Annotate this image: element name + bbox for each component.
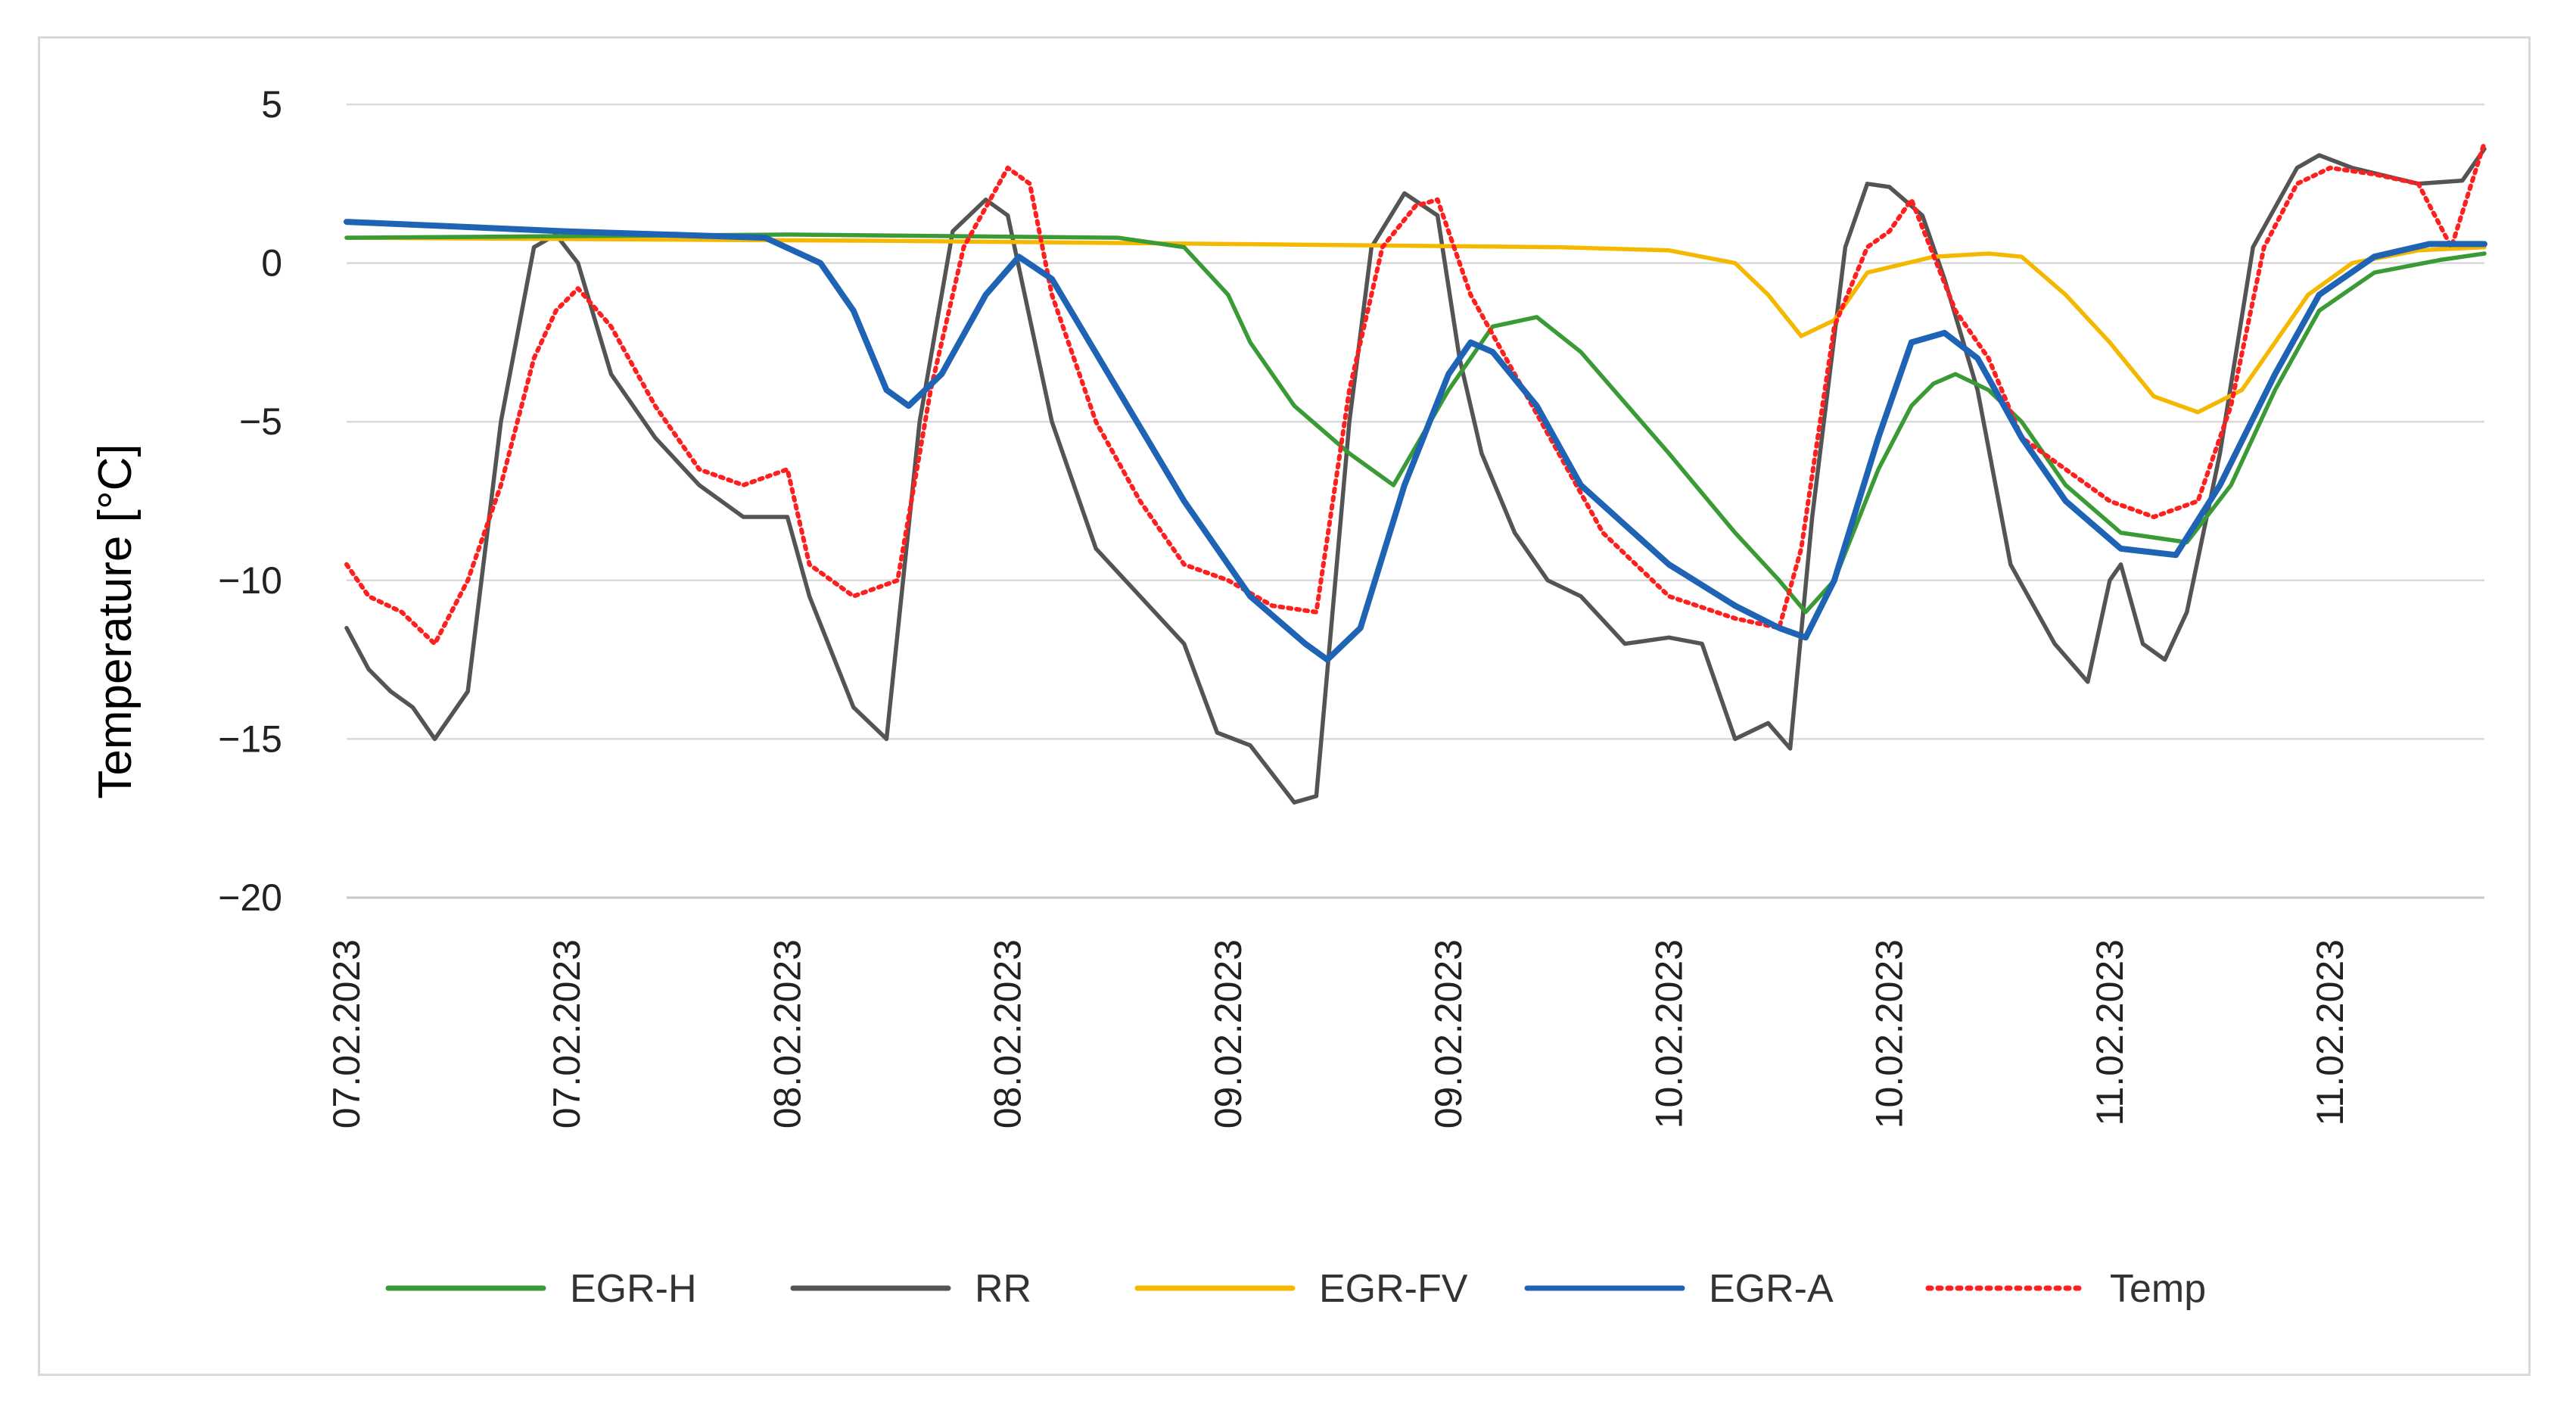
x-tick-label: 11.02.2023: [2309, 939, 2351, 1126]
x-tick-label: 10.02.2023: [1647, 939, 1690, 1128]
legend-label-rr: RR: [975, 1267, 1031, 1311]
series-lines: [344, 140, 2487, 805]
gridlines: [347, 103, 2484, 899]
x-tick-label: 11.02.2023: [2089, 939, 2131, 1126]
series-line-temp: [344, 140, 2487, 646]
legend: EGR-H RR EGR-FV EGR-A Temp: [385, 1267, 2206, 1311]
x-tick-label: 09.02.2023: [1207, 939, 1249, 1128]
y-axis-ticks: 5 0 −5 −10 −15 −20: [218, 83, 282, 919]
y-axis-title: Temperature [°C]: [89, 444, 142, 798]
y-tick-label: −5: [239, 400, 282, 443]
series-line-rr: [344, 146, 2487, 805]
x-tick-label: 08.02.2023: [987, 939, 1029, 1128]
y-tick-label: −20: [218, 876, 282, 919]
x-tick-label: 10.02.2023: [1868, 939, 1911, 1128]
x-tick-label: 07.02.2023: [325, 939, 368, 1128]
legend-label-egr-fv: EGR-FV: [1319, 1267, 1468, 1311]
x-tick-label: 08.02.2023: [766, 939, 808, 1128]
x-tick-label: 09.02.2023: [1427, 939, 1470, 1128]
y-tick-label: −10: [218, 559, 282, 602]
x-tick-label: 07.02.2023: [546, 939, 588, 1128]
legend-label-temp: Temp: [2110, 1267, 2206, 1311]
y-tick-label: −15: [218, 718, 282, 760]
series-line-egr-a: [344, 219, 2487, 663]
legend-label-egr-a: EGR-A: [1709, 1267, 1834, 1311]
y-tick-label: 0: [261, 242, 282, 285]
chart-frame: 5 0 −5 −10 −15 −20 07.02.2023 07.02.2023 08.02.…: [38, 36, 2531, 1376]
line-chart: 5 0 −5 −10 −15 −20 07.02.2023 07.02.2023 08.02.…: [89, 83, 2487, 1311]
y-tick-label: 5: [261, 83, 282, 126]
series-line-egr-fv: [344, 235, 2487, 415]
legend-label-egr-h: EGR-H: [570, 1267, 697, 1311]
series-line-egr-h: [344, 232, 2487, 615]
x-axis-ticks: 07.02.2023 07.02.2023 08.02.2023 08.02.2023…: [325, 939, 2351, 1128]
